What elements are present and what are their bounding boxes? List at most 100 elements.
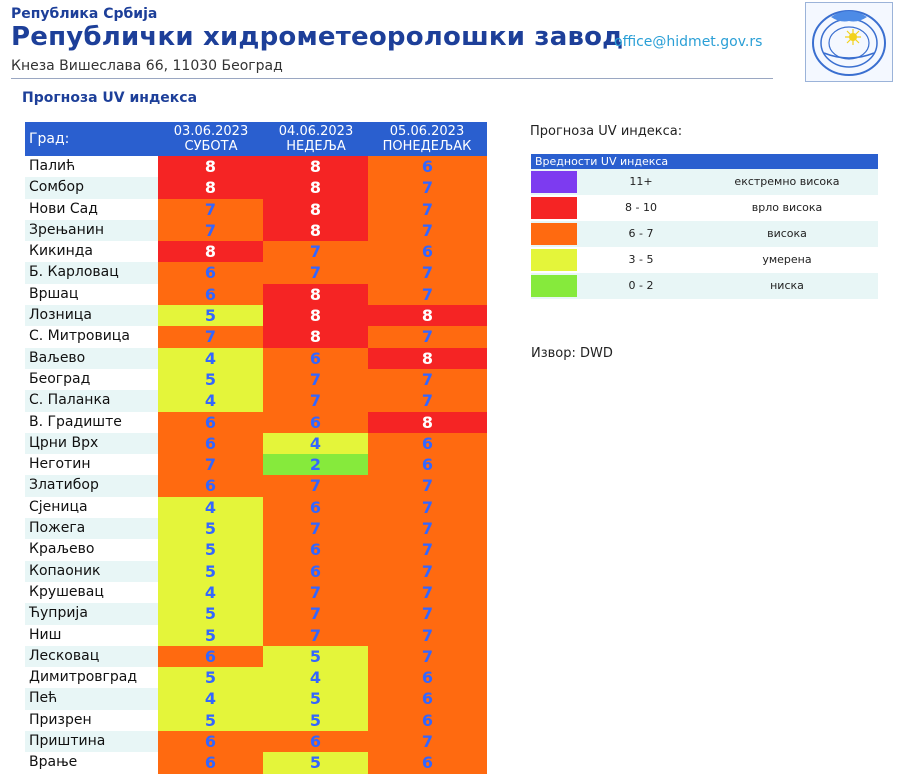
legend-range: 3 - 5 [628, 253, 654, 266]
city-name: Краљево [29, 541, 95, 558]
legend-label: врло висока [751, 201, 823, 214]
city-name: Зрењанин [25, 219, 158, 242]
table-header: Град: 03.06.2023 СУБОТА 04.06.2023 НЕДЕЉ… [25, 122, 487, 156]
table-row: Пожега 5 7 7 [25, 518, 487, 540]
uv-value-cell: 7 [368, 518, 487, 540]
day-date: 05.06.2023 [389, 124, 465, 139]
uv-value-cell: 7 [368, 177, 487, 199]
org-subtitle: Република Србија [11, 6, 158, 22]
table-row: Ваљево 4 6 8 [25, 347, 487, 369]
uv-value-cell: 6 [158, 475, 263, 497]
uv-value-cell: 6 [263, 411, 368, 433]
uv-value-cell: 8 [263, 283, 368, 306]
table-row: Приштина 6 6 7 [25, 731, 487, 753]
uv-value-cell: 6 [158, 262, 263, 284]
city-name: Сјеница [29, 498, 88, 515]
city-name: Кикинда [29, 243, 94, 260]
uv-value-cell: 6 [368, 752, 487, 774]
uv-value-cell: 8 [263, 156, 368, 178]
uv-value-cell: 7 [368, 262, 487, 284]
legend-row: 3 - 5 умерена [531, 247, 878, 273]
table-row: Ниш 5 7 7 [25, 624, 487, 646]
legend-range: 11+ [629, 175, 653, 188]
day-weekday: НЕДЕЉА [286, 139, 346, 154]
header-divider [11, 78, 773, 79]
table-row: Нови Сад 7 8 7 [25, 198, 487, 220]
legend-range: 0 - 2 [628, 279, 654, 292]
uv-value-cell: 7 [368, 283, 487, 306]
table-row: Димитровград 5 4 6 [25, 667, 487, 689]
uv-value-cell: 7 [368, 560, 487, 582]
uv-value-cell: 5 [158, 709, 263, 732]
legend-color-swatch [531, 223, 577, 245]
city-name: Сомбор [25, 177, 158, 199]
uv-value-cell: 5 [158, 667, 263, 689]
uv-value-cell: 5 [158, 560, 263, 582]
uv-value-cell: 4 [263, 432, 368, 455]
uv-value-cell: 7 [368, 645, 487, 668]
legend-color-swatch [531, 197, 577, 219]
table-row: Копаоник 5 6 7 [25, 560, 487, 582]
uv-value-cell: 8 [368, 411, 487, 433]
city-name: Лозница [25, 305, 158, 327]
uv-value-cell: 8 [263, 326, 368, 348]
uv-value-cell: 8 [158, 241, 263, 263]
uv-value-cell: 6 [263, 560, 368, 582]
city-name: Приштина [25, 731, 158, 753]
table-row: Београд 5 7 7 [25, 368, 487, 391]
uv-value-cell: 5 [158, 518, 263, 540]
rhmz-logo-icon[interactable] [805, 2, 893, 82]
org-address: Кнеза Вишеслава 66, 11030 Београд [11, 58, 283, 74]
uv-value-cell: 6 [368, 241, 487, 263]
city-name: Вршац [29, 285, 79, 302]
uv-value-cell: 5 [158, 539, 263, 561]
uv-value-cell: 7 [158, 219, 263, 242]
uv-value-cell: 8 [263, 305, 368, 327]
uv-value-cell: 6 [368, 156, 487, 178]
uv-value-cell: 8 [368, 305, 487, 327]
city-name: Црни Врх [25, 432, 158, 455]
day-column-header: 05.06.2023 ПОНЕДЕЉАК [374, 124, 480, 154]
day-weekday: ПОНЕДЕЉАК [382, 139, 472, 154]
uv-value-cell: 6 [368, 667, 487, 689]
city-name: Копаоник [25, 560, 158, 582]
uv-value-cell: 4 [158, 581, 263, 604]
uv-value-cell: 6 [368, 454, 487, 476]
legend-row: 0 - 2 ниска [531, 273, 878, 299]
uv-value-cell: 6 [158, 731, 263, 753]
table-row: Црни Врх 6 4 6 [25, 432, 487, 455]
table-row: Вршац 6 8 7 [25, 283, 487, 306]
legend-row: 11+ екстремно висока [531, 169, 878, 195]
email-link[interactable]: office@hidmet.gov.rs [614, 34, 763, 50]
uv-value-cell: 7 [368, 624, 487, 646]
legend-row: 6 - 7 висока [531, 221, 878, 247]
org-title[interactable]: Републички хидрометеоролошки завод [11, 22, 624, 52]
city-name: В. Градиште [29, 413, 122, 430]
uv-value-cell: 6 [158, 432, 263, 455]
uv-value-cell: 2 [263, 454, 368, 476]
uv-value-cell: 5 [158, 305, 263, 327]
city-name: С. Паланка [25, 390, 158, 412]
city-name: Призрен [29, 711, 92, 728]
uv-value-cell: 7 [263, 603, 368, 625]
city-name: Врање [29, 754, 78, 771]
city-name: Пожега [25, 518, 158, 540]
uv-value-cell: 6 [263, 539, 368, 561]
uv-value-cell: 8 [368, 347, 487, 369]
uv-value-cell: 8 [158, 177, 263, 199]
uv-value-cell: 7 [368, 581, 487, 604]
uv-value-cell: 7 [368, 496, 487, 519]
uv-value-cell: 6 [368, 432, 487, 455]
city-name: Златибор [25, 475, 158, 497]
uv-value-cell: 7 [368, 731, 487, 753]
table-row: С. Митровица 7 8 7 [25, 326, 487, 348]
table-row: В. Градиште 6 6 8 [25, 411, 487, 433]
day-column-header: 04.06.2023 НЕДЕЉА [263, 124, 369, 154]
uv-value-cell: 6 [158, 283, 263, 306]
uv-value-cell: 5 [158, 603, 263, 625]
table-row: Крушевац 4 7 7 [25, 581, 487, 604]
city-name: Димитровград [29, 669, 138, 686]
table-row: Неготин 7 2 6 [25, 454, 487, 476]
uv-value-cell: 8 [158, 156, 263, 178]
uv-value-cell: 5 [263, 752, 368, 774]
